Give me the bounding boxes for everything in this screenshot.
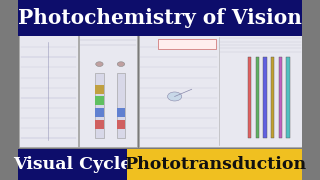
FancyBboxPatch shape	[117, 73, 125, 138]
FancyBboxPatch shape	[279, 57, 282, 138]
FancyBboxPatch shape	[79, 35, 137, 147]
Circle shape	[117, 62, 125, 66]
Text: Photochemistry of Vision: Photochemistry of Vision	[18, 8, 302, 28]
FancyBboxPatch shape	[95, 73, 104, 138]
FancyBboxPatch shape	[127, 148, 302, 180]
FancyBboxPatch shape	[18, 0, 302, 36]
Circle shape	[96, 62, 103, 66]
Text: Visual Cycle: Visual Cycle	[13, 156, 132, 173]
FancyBboxPatch shape	[18, 148, 127, 180]
FancyBboxPatch shape	[158, 39, 216, 49]
Circle shape	[168, 92, 182, 101]
FancyBboxPatch shape	[95, 85, 104, 94]
FancyBboxPatch shape	[117, 120, 125, 129]
FancyBboxPatch shape	[139, 35, 302, 147]
FancyBboxPatch shape	[256, 57, 259, 138]
FancyBboxPatch shape	[95, 96, 104, 105]
FancyBboxPatch shape	[271, 57, 274, 138]
FancyBboxPatch shape	[248, 57, 251, 138]
FancyBboxPatch shape	[263, 57, 267, 138]
FancyBboxPatch shape	[19, 35, 78, 147]
FancyBboxPatch shape	[95, 120, 104, 129]
FancyBboxPatch shape	[286, 57, 290, 138]
FancyBboxPatch shape	[95, 108, 104, 117]
FancyBboxPatch shape	[117, 108, 125, 117]
Text: Phototransduction: Phototransduction	[124, 156, 306, 173]
